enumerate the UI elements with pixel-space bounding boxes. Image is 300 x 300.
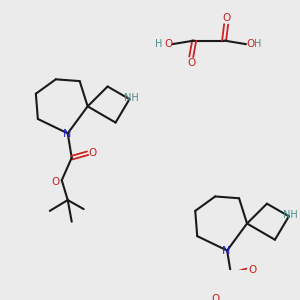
Text: N: N bbox=[63, 129, 71, 139]
Text: O: O bbox=[88, 148, 97, 158]
Text: O: O bbox=[52, 177, 60, 187]
Text: O: O bbox=[211, 294, 219, 300]
Text: NH: NH bbox=[284, 210, 298, 220]
Text: O: O bbox=[248, 266, 256, 275]
Text: O: O bbox=[246, 39, 254, 49]
Text: O: O bbox=[164, 39, 172, 49]
Text: H: H bbox=[254, 39, 262, 49]
Text: NH: NH bbox=[124, 93, 139, 103]
Text: H: H bbox=[155, 39, 162, 49]
Text: O: O bbox=[187, 58, 195, 68]
Text: N: N bbox=[222, 246, 230, 256]
Text: O: O bbox=[222, 13, 230, 23]
